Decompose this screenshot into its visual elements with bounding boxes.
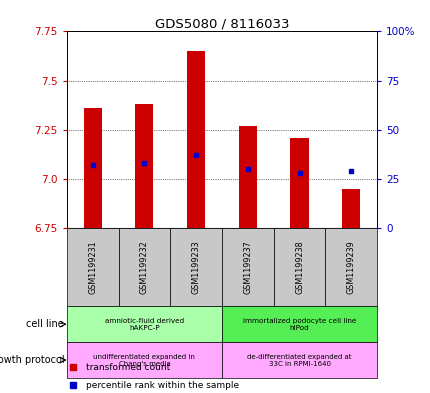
Polygon shape [221, 306, 376, 342]
Bar [341, 189, 359, 228]
Text: de-differentiated expanded at
33C in RPMI-1640: de-differentiated expanded at 33C in RPM… [247, 354, 351, 367]
Polygon shape [273, 228, 325, 306]
Text: GSM1199231: GSM1199231 [88, 240, 97, 294]
Polygon shape [118, 228, 170, 306]
Polygon shape [67, 306, 221, 342]
Text: percentile rank within the sample: percentile rank within the sample [86, 381, 239, 389]
Text: GSM1199238: GSM1199238 [295, 240, 303, 294]
Bar [290, 138, 308, 228]
Text: transformed count: transformed count [86, 363, 170, 372]
Title: GDS5080 / 8116033: GDS5080 / 8116033 [154, 17, 289, 30]
Text: growth protocol: growth protocol [0, 355, 64, 365]
Text: GSM1199232: GSM1199232 [140, 240, 148, 294]
Polygon shape [221, 228, 273, 306]
Polygon shape [67, 342, 221, 378]
Text: undifferentiated expanded in
Chang's media: undifferentiated expanded in Chang's med… [93, 354, 195, 367]
Text: cell line: cell line [26, 319, 64, 329]
Polygon shape [221, 342, 376, 378]
Text: amniotic-fluid derived
hAKPC-P: amniotic-fluid derived hAKPC-P [104, 318, 184, 331]
Text: immortalized podocyte cell line
hIPod: immortalized podocyte cell line hIPod [242, 318, 356, 331]
Bar [135, 104, 153, 228]
Bar [238, 126, 256, 228]
Polygon shape [170, 228, 221, 306]
Text: GSM1199233: GSM1199233 [191, 240, 200, 294]
Bar [187, 51, 205, 228]
Text: GSM1199237: GSM1199237 [243, 240, 252, 294]
Polygon shape [67, 228, 118, 306]
Polygon shape [325, 228, 376, 306]
Bar [83, 108, 101, 228]
Text: GSM1199239: GSM1199239 [346, 240, 355, 294]
